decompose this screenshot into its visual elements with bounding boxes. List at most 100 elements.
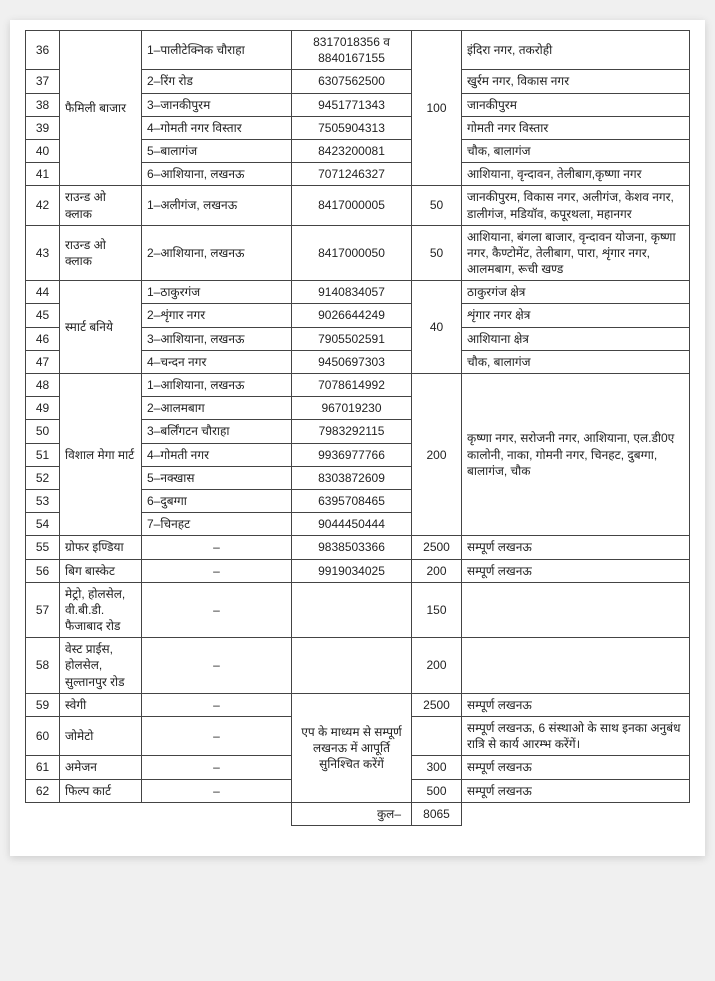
total-label: कुल–: [292, 802, 412, 825]
sn: 49: [26, 397, 60, 420]
sn: 42: [26, 186, 60, 225]
phone: 7905502591: [292, 327, 412, 350]
phone: 7071246327: [292, 163, 412, 186]
sn: 53: [26, 489, 60, 512]
sn: 62: [26, 779, 60, 802]
sn: 48: [26, 374, 60, 397]
phone: 9919034025: [292, 559, 412, 582]
location: 2–आशियाना, लखनऊ: [142, 225, 292, 281]
area: सम्पूर्ण लखनऊ, 6 संस्थाओ के साथ इनका अनु…: [462, 717, 690, 756]
phone: 7078614992: [292, 374, 412, 397]
phone: 9140834057: [292, 281, 412, 304]
table-row: 42 राउन्ड ओ क्लाक 1–अलीगंज, लखनऊ 8417000…: [26, 186, 690, 225]
phone: 7983292115: [292, 420, 412, 443]
location: 7–चिनहट: [142, 513, 292, 536]
area: [462, 638, 690, 694]
store-name: राउन्ड ओ क्लाक: [60, 186, 142, 225]
table-row: 55 ग्रोफर इण्डिया – 9838503366 2500 सम्प…: [26, 536, 690, 559]
area: ठाकुरगंज क्षेत्र: [462, 281, 690, 304]
data-table: 36 फैमिली बाजार 1–पालीटेक्निक चौराहा 831…: [25, 30, 690, 826]
sn: 60: [26, 717, 60, 756]
sn: 47: [26, 350, 60, 373]
store-name: फिल्प कार्ट: [60, 779, 142, 802]
phone: एप के माध्यम से सम्पूर्ण लखनऊ में आपूर्त…: [292, 693, 412, 802]
store-name: स्मार्ट बनिये: [60, 281, 142, 374]
quantity: 2500: [412, 536, 462, 559]
phone: 9026644249: [292, 304, 412, 327]
area: चौक, बालागंज: [462, 139, 690, 162]
sn: 58: [26, 638, 60, 694]
area: खुर्रम नगर, विकास नगर: [462, 70, 690, 93]
location: –: [142, 638, 292, 694]
location: 2–शृंगार नगर: [142, 304, 292, 327]
area: आशियाना क्षेत्र: [462, 327, 690, 350]
location: 3–आशियाना, लखनऊ: [142, 327, 292, 350]
sn: 57: [26, 582, 60, 638]
sn: 38: [26, 93, 60, 116]
location: –: [142, 536, 292, 559]
area: सम्पूर्ण लखनऊ: [462, 779, 690, 802]
sn: 44: [26, 281, 60, 304]
location: 5–नक्खास: [142, 466, 292, 489]
area: आशियाना, वृन्दावन, तेलीबाग,कृष्णा नगर: [462, 163, 690, 186]
phone: 8317018356 व 8840167155: [292, 31, 412, 70]
store-name: बिग बास्केट: [60, 559, 142, 582]
quantity: 200: [412, 638, 462, 694]
area: शृंगार नगर क्षेत्र: [462, 304, 690, 327]
location: 3–जानकीपुरम: [142, 93, 292, 116]
table-row: 58 वेस्ट प्राईस, होलसेल, सुल्तानपुर रोड …: [26, 638, 690, 694]
location: –: [142, 582, 292, 638]
area: इंदिरा नगर, तकरोही: [462, 31, 690, 70]
store-name: राउन्ड ओ क्लाक: [60, 225, 142, 281]
sn: 56: [26, 559, 60, 582]
sn: 45: [26, 304, 60, 327]
phone: 967019230: [292, 397, 412, 420]
phone: 8423200081: [292, 139, 412, 162]
area: सम्पूर्ण लखनऊ: [462, 536, 690, 559]
sn: 40: [26, 139, 60, 162]
quantity: 100: [412, 31, 462, 186]
location: 2–रिंग रोड: [142, 70, 292, 93]
phone: 8303872609: [292, 466, 412, 489]
table-row: 43 राउन्ड ओ क्लाक 2–आशियाना, लखनऊ 841700…: [26, 225, 690, 281]
phone: [292, 582, 412, 638]
sn: 55: [26, 536, 60, 559]
quantity: 50: [412, 186, 462, 225]
sn: 61: [26, 756, 60, 779]
location: –: [142, 756, 292, 779]
store-name: मेट्रो, होलसेल, वी.बी.डी. फैजाबाद रोड: [60, 582, 142, 638]
table-row: 36 फैमिली बाजार 1–पालीटेक्निक चौराहा 831…: [26, 31, 690, 70]
page: 36 फैमिली बाजार 1–पालीटेक्निक चौराहा 831…: [10, 20, 705, 856]
phone: 7505904313: [292, 116, 412, 139]
phone: 6395708465: [292, 489, 412, 512]
table-row: 57 मेट्रो, होलसेल, वी.बी.डी. फैजाबाद रोड…: [26, 582, 690, 638]
store-name: वेस्ट प्राईस, होलसेल, सुल्तानपुर रोड: [60, 638, 142, 694]
store-name: जोमेटो: [60, 717, 142, 756]
sn: 46: [26, 327, 60, 350]
phone: 9936977766: [292, 443, 412, 466]
phone: 9838503366: [292, 536, 412, 559]
sn: 54: [26, 513, 60, 536]
location: 3–बर्लिंगटन चौराहा: [142, 420, 292, 443]
table-row: 48 विशाल मेगा मार्ट 1–आशियाना, लखनऊ 7078…: [26, 374, 690, 397]
store-name: अमेजन: [60, 756, 142, 779]
store-name: ग्रोफर इण्डिया: [60, 536, 142, 559]
sn: 36: [26, 31, 60, 70]
sn: 51: [26, 443, 60, 466]
location: 1–आशियाना, लखनऊ: [142, 374, 292, 397]
sn: 39: [26, 116, 60, 139]
sn: 50: [26, 420, 60, 443]
quantity: 200: [412, 374, 462, 536]
phone: 8417000050: [292, 225, 412, 281]
location: 4–गोमती नगर विस्तार: [142, 116, 292, 139]
total-row: कुल– 8065: [26, 802, 690, 825]
location: 1–ठाकुरगंज: [142, 281, 292, 304]
location: 1–अलीगंज, लखनऊ: [142, 186, 292, 225]
area: चौक, बालागंज: [462, 350, 690, 373]
table-row: 44 स्मार्ट बनिये 1–ठाकुरगंज 9140834057 4…: [26, 281, 690, 304]
area: जानकीपुरम: [462, 93, 690, 116]
table-row: 56 बिग बास्केट – 9919034025 200 सम्पूर्ण…: [26, 559, 690, 582]
sn: 59: [26, 693, 60, 716]
location: –: [142, 693, 292, 716]
area: जानकीपुरम, विकास नगर, अलीगंज, केशव नगर, …: [462, 186, 690, 225]
